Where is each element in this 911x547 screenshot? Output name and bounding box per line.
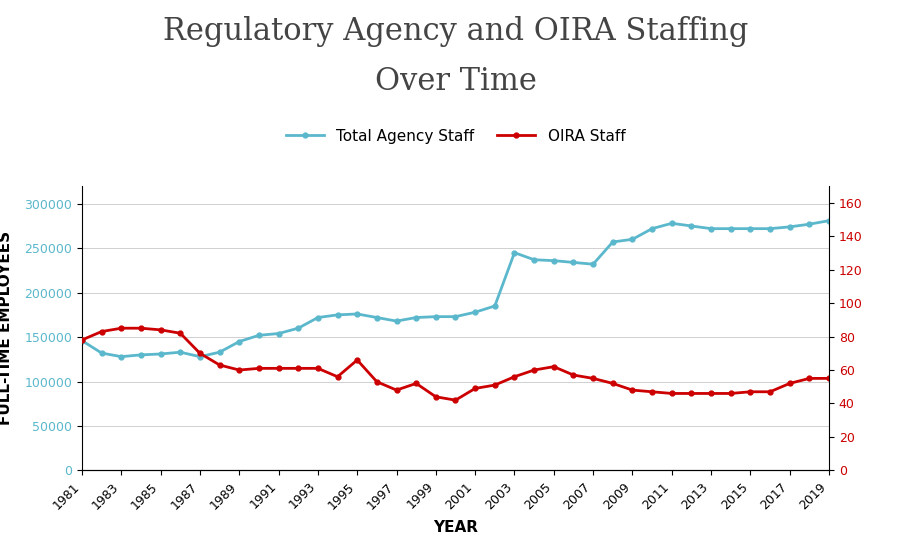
Total Agency Staff (686, 223, 697, 229)
OIRA Staff (155, 327, 166, 333)
OIRA Staff (725, 390, 736, 397)
OIRA Staff (509, 374, 520, 380)
Total Agency Staff (450, 313, 461, 320)
OIRA Staff (253, 365, 264, 371)
OIRA Staff (450, 397, 461, 404)
OIRA Staff (568, 372, 578, 379)
OIRA Staff (764, 388, 775, 395)
OIRA Staff (528, 366, 539, 373)
Total Agency Staff (136, 352, 147, 358)
Total Agency Staff (568, 259, 578, 266)
Total Agency Staff (116, 353, 127, 360)
Total Agency Staff (292, 325, 303, 331)
OIRA Staff (784, 380, 795, 387)
Total Agency Staff (411, 314, 422, 321)
OIRA Staff (214, 362, 225, 368)
Total Agency Staff (706, 225, 717, 232)
OIRA Staff (804, 375, 814, 382)
OIRA Staff (706, 390, 717, 397)
OIRA Staff (824, 375, 834, 382)
OIRA Staff (273, 365, 284, 371)
OIRA Staff (430, 393, 441, 400)
Total Agency Staff (627, 236, 638, 242)
OIRA Staff (489, 382, 500, 388)
OIRA Staff (470, 385, 481, 392)
Total Agency Staff (548, 257, 559, 264)
OIRA Staff (333, 374, 343, 380)
Total Agency Staff (372, 314, 383, 321)
Total Agency Staff (273, 330, 284, 337)
Line: OIRA Staff: OIRA Staff (79, 326, 832, 403)
Total Agency Staff (77, 337, 87, 344)
Total Agency Staff (470, 309, 481, 316)
OIRA Staff (116, 325, 127, 331)
Total Agency Staff (509, 249, 520, 256)
Total Agency Staff (97, 350, 107, 357)
OIRA Staff (77, 336, 87, 343)
Total Agency Staff (194, 353, 205, 360)
Total Agency Staff (608, 238, 619, 245)
Total Agency Staff (764, 225, 775, 232)
OIRA Staff (136, 325, 147, 331)
Total Agency Staff (391, 318, 402, 324)
Total Agency Staff (312, 314, 323, 321)
Legend: Total Agency Staff, OIRA Staff: Total Agency Staff, OIRA Staff (280, 123, 631, 150)
OIRA Staff (97, 328, 107, 335)
OIRA Staff (234, 366, 245, 373)
Total Agency Staff (647, 225, 658, 232)
OIRA Staff (352, 357, 363, 363)
OIRA Staff (175, 330, 186, 336)
Y-axis label: FULL-TIME EMPLOYEES: FULL-TIME EMPLOYEES (0, 231, 14, 425)
Text: Regulatory Agency and OIRA Staffing: Regulatory Agency and OIRA Staffing (163, 16, 748, 48)
OIRA Staff (745, 388, 756, 395)
Total Agency Staff (155, 351, 166, 357)
Total Agency Staff (588, 261, 599, 267)
Total Agency Staff (430, 313, 441, 320)
OIRA Staff (312, 365, 323, 371)
Total Agency Staff (175, 349, 186, 356)
OIRA Staff (666, 390, 677, 397)
OIRA Staff (292, 365, 303, 371)
Line: Total Agency Staff: Total Agency Staff (79, 218, 832, 359)
Total Agency Staff (824, 217, 834, 224)
Total Agency Staff (666, 220, 677, 226)
OIRA Staff (588, 375, 599, 382)
OIRA Staff (548, 363, 559, 370)
OIRA Staff (391, 387, 402, 393)
Total Agency Staff (352, 311, 363, 317)
Total Agency Staff (804, 221, 814, 228)
Total Agency Staff (725, 225, 736, 232)
Total Agency Staff (333, 312, 343, 318)
OIRA Staff (411, 380, 422, 387)
OIRA Staff (686, 390, 697, 397)
OIRA Staff (647, 388, 658, 395)
Total Agency Staff (253, 332, 264, 339)
Total Agency Staff (489, 302, 500, 309)
Total Agency Staff (745, 225, 756, 232)
OIRA Staff (627, 387, 638, 393)
Total Agency Staff (528, 257, 539, 263)
OIRA Staff (372, 379, 383, 385)
OIRA Staff (194, 350, 205, 357)
Total Agency Staff (214, 349, 225, 356)
Total Agency Staff (784, 224, 795, 230)
Text: Over Time: Over Time (374, 66, 537, 97)
OIRA Staff (608, 380, 619, 387)
Total Agency Staff (234, 338, 245, 345)
X-axis label: YEAR: YEAR (433, 520, 478, 535)
